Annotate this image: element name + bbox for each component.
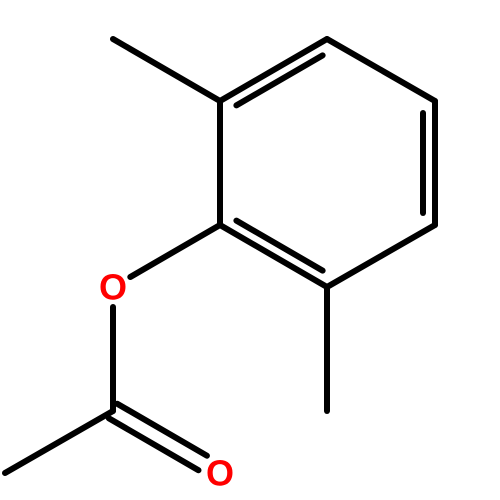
bond (220, 225, 327, 287)
bond (5, 411, 113, 473)
atom-label: O (99, 267, 127, 308)
bond (130, 225, 220, 277)
bond (327, 225, 435, 287)
bond (113, 39, 220, 101)
molecule-diagram: OO (0, 0, 500, 500)
bond (236, 55, 322, 105)
bond (327, 39, 435, 101)
bond (236, 221, 322, 271)
atom-label: O (206, 453, 234, 494)
bond (220, 39, 327, 101)
